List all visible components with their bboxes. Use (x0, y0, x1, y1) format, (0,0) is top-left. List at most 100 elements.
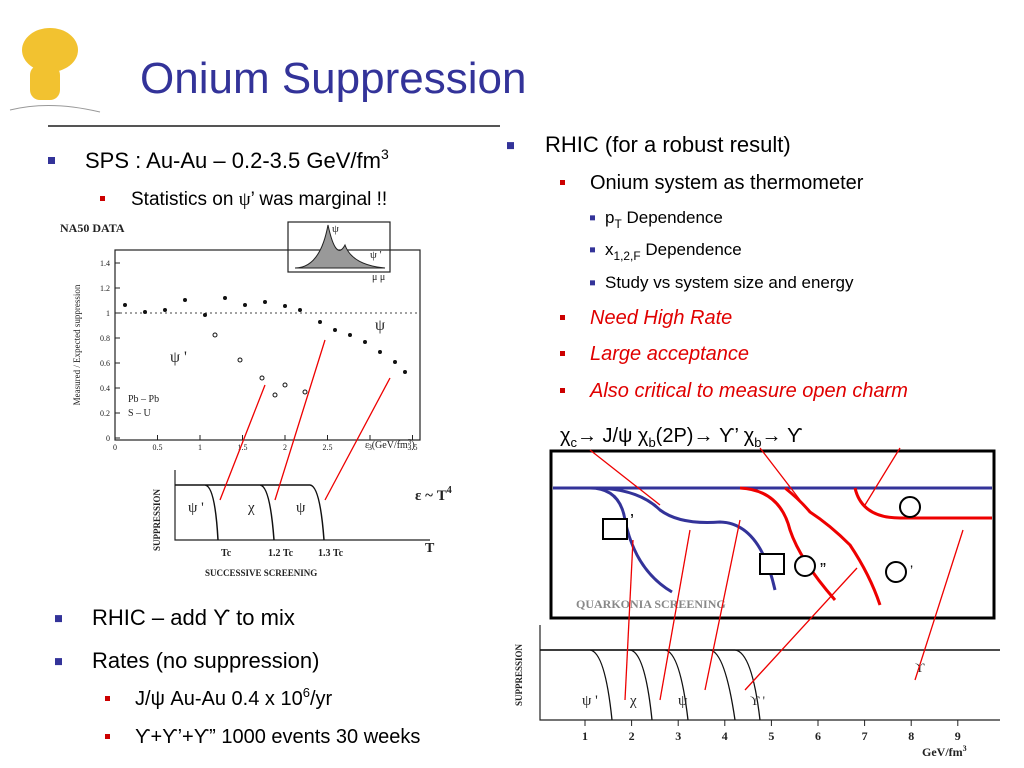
x-tick-label: 3 (675, 729, 681, 743)
x-tick-label: 0.5 (153, 443, 163, 452)
bullet (590, 280, 595, 286)
x-tick-label: 2 (629, 729, 635, 743)
cartoon (9, 28, 101, 113)
text-part: Need High Rate (590, 307, 732, 329)
bullet (590, 247, 595, 253)
relation: ε ~ T4 (415, 485, 452, 504)
x-axis-label: GeV/fm3 (922, 744, 967, 759)
shape (378, 350, 382, 354)
mark: ’ (910, 562, 913, 578)
bullet (560, 315, 565, 320)
y-axis-label: SUPPRESSION (514, 643, 524, 706)
x-tick-label: 2 (283, 443, 287, 452)
shape (219, 384, 266, 501)
inset-frame (287, 221, 391, 273)
bullet-text: ϒ+ϒ’+ϒ” 1000 events 30 weeks (135, 726, 420, 748)
shape (659, 529, 691, 701)
inset-label: ψ ' (370, 249, 382, 261)
text-part: 3 (963, 744, 967, 753)
shape (282, 382, 288, 388)
bullet-text: Statistics on ψ’ was marginal !! (131, 189, 387, 210)
shape (759, 447, 801, 501)
data-points (123, 296, 407, 398)
shape (704, 519, 741, 691)
text-part: ε (GeV/fm (365, 440, 408, 451)
curve-label: χ (629, 693, 637, 709)
shape (784, 486, 882, 606)
bullet (105, 696, 110, 701)
x-tick-label: 3 (368, 443, 372, 452)
shape (163, 308, 167, 312)
text-part: ’ was marginal !! (251, 189, 388, 210)
plot-frame (114, 249, 421, 441)
caption: SUCCESSIVE SCREENING (205, 568, 317, 578)
shape (602, 518, 628, 540)
mark: ’ (630, 511, 634, 531)
bullet (55, 658, 62, 666)
bullet-text: J/ψ Au-Au 0.4 x 106/yr (135, 685, 332, 710)
y-axis-label: SUPPRESSION (152, 488, 162, 551)
shape (539, 625, 1000, 721)
x-tick-label: 5 (768, 729, 774, 743)
figure-label: NA50 DATA (60, 221, 125, 235)
text-part: ψ (151, 688, 165, 710)
bullet-text: Study vs system size and energy (605, 273, 854, 292)
x-axis-label: T (425, 541, 435, 556)
x-mark: 1.3 Tc (318, 548, 344, 559)
shape (599, 486, 777, 591)
x-tick-label: 9 (955, 729, 961, 743)
quarkonia-figure: ’ ” ’ QUARKONIA SCREENING (549, 449, 996, 620)
text-part: (2P)→ ϒ’ χ (656, 425, 755, 447)
text-part: → ϒ (761, 425, 803, 447)
shape (864, 447, 901, 506)
shape (283, 304, 287, 308)
y-axis-label: Measured / Expected suppression (72, 284, 82, 405)
series-label: ψ (375, 317, 385, 334)
text-part: Rates (no suppression) (92, 648, 319, 673)
text-part: Dependence (622, 208, 723, 227)
x-tick-label: 2.5 (323, 443, 333, 452)
bullet (507, 142, 514, 150)
ticks: 00.20.40.60.811.21.40 0.5 1 1.5 2 2.5 3 3.5 (100, 259, 418, 452)
shape (853, 487, 992, 520)
text-part: b (754, 435, 761, 450)
x-mark: 1.2 Tc (268, 548, 294, 559)
screening-figure: SUPPRESSION ψ ' χ ψ Tc 1.2 Tc 1.3 Tc SUC… (152, 470, 452, 578)
text-part: 3 (408, 438, 412, 446)
shape (123, 303, 127, 307)
shape (183, 298, 187, 302)
text-part: Au-Au 0.4 x 10 (165, 688, 303, 710)
symbol-line: χc→ J/ψ χb(2P)→ ϒ’ χb→ ϒ (560, 425, 803, 450)
shape (589, 449, 661, 506)
slide-title: Onium Suppression (140, 54, 526, 103)
shape (914, 529, 964, 681)
x-tick-label: 1.5 (238, 443, 248, 452)
text-part: GeV/fm (922, 745, 963, 759)
x-tick-label: 4 (722, 729, 728, 743)
bullet-text: Large acceptance (590, 343, 749, 365)
text-part: 3 (381, 146, 389, 162)
x-tick-label: 1 (198, 443, 202, 452)
text-part: ψ (239, 189, 251, 210)
shape (324, 377, 391, 501)
shape (393, 360, 397, 364)
right-bullets: RHIC (for a robust result) Onium system a… (507, 132, 908, 402)
bullet-text: pT Dependence (605, 208, 723, 231)
y-tick-label: 0.4 (100, 384, 110, 393)
bottom-bullets: RHIC – add ϒ to mix Rates (no suppression… (55, 605, 420, 748)
text-part: b (648, 435, 655, 450)
text-part: x (605, 240, 614, 259)
text-part: ϒ (213, 605, 230, 630)
shape (243, 303, 247, 307)
inset-label: μ μ (372, 272, 385, 283)
text-part: ε ~ T (415, 488, 447, 504)
inset-peak (294, 224, 386, 269)
text-part: Study vs system size and energy (605, 273, 854, 292)
x-tick-label: 7 (862, 729, 868, 743)
bullet (560, 388, 565, 393)
shape (759, 553, 785, 575)
curve-label: ψ (678, 693, 688, 709)
bullet-text: Need High Rate (590, 307, 732, 329)
